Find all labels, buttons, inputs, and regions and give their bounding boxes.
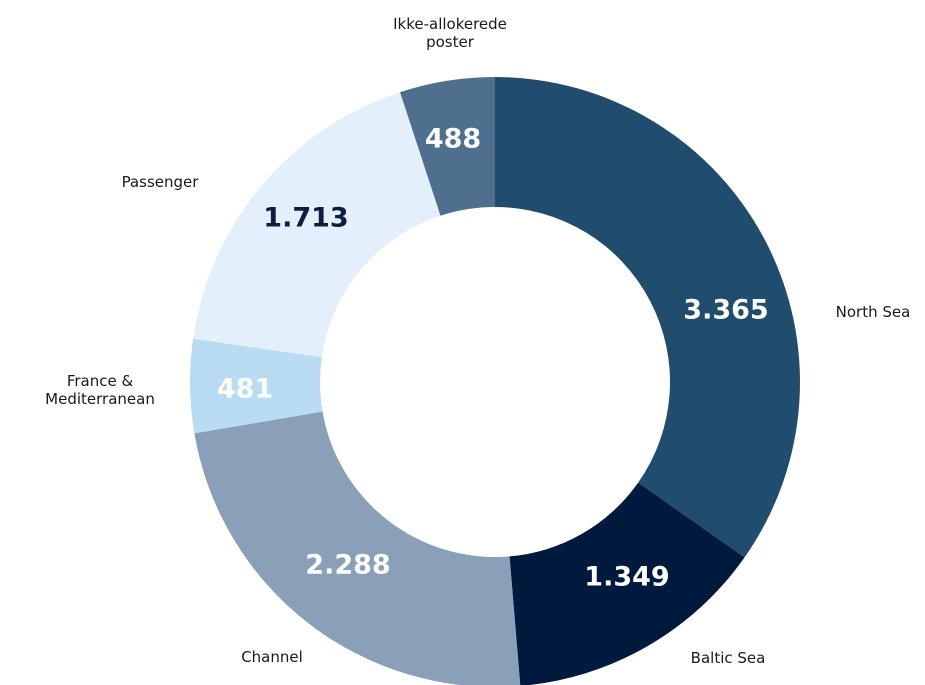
value-label: 2.288	[305, 550, 390, 581]
category-label: Passenger	[121, 173, 199, 191]
value-label: 488	[425, 124, 481, 155]
donut-segment	[189, 338, 323, 434]
donut-segment	[193, 92, 441, 358]
donut-segment	[194, 411, 521, 685]
value-label: 481	[217, 374, 273, 405]
donut-segment	[495, 77, 800, 558]
value-label: 1.349	[584, 562, 669, 593]
category-label: Channel	[241, 648, 303, 666]
donut-segment	[509, 482, 745, 685]
category-label: Ikke-allokerede poster	[393, 15, 507, 51]
category-label: France & Mediterranean	[45, 372, 155, 408]
donut-segment	[400, 77, 495, 216]
value-label: 1.713	[263, 203, 348, 234]
category-label: North Sea	[835, 303, 911, 321]
category-label: Baltic Sea	[690, 649, 766, 667]
value-label: 3.365	[683, 295, 768, 326]
